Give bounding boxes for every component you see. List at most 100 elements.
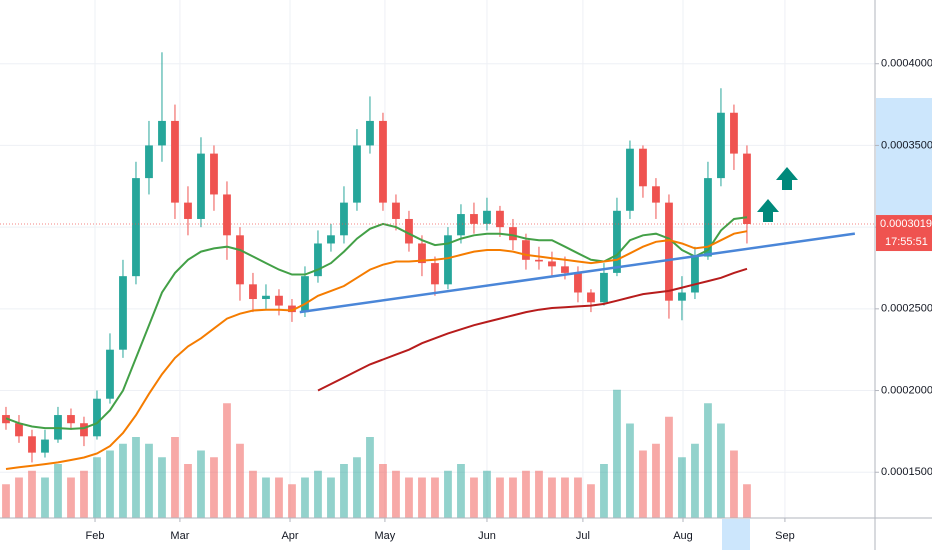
volume-bar: [340, 464, 348, 518]
volume: [2, 389, 751, 518]
volume-bar: [561, 477, 569, 518]
candle-body: [743, 153, 751, 225]
volume-bar: [15, 477, 23, 518]
volume-bar: [730, 450, 738, 518]
candle-body: [236, 235, 244, 285]
candle-body: [145, 145, 153, 179]
candle-body: [171, 120, 179, 203]
x-tick-label: Sep: [775, 530, 795, 542]
last-price-box: [876, 215, 932, 252]
moving-average: [5, 216, 748, 430]
volume-bar: [249, 470, 257, 518]
volume-bar: [106, 450, 114, 518]
volume-bar: [535, 470, 543, 518]
candle-body: [600, 272, 608, 303]
candle-body: [561, 266, 569, 273]
x-tick-label: Jul: [576, 530, 590, 542]
candle-body: [340, 202, 348, 236]
candle-body: [197, 153, 205, 219]
volume-bar: [145, 443, 153, 518]
candle-body: [288, 305, 296, 313]
volume-bar: [743, 484, 751, 518]
candle-body: [275, 295, 283, 306]
candle-body: [444, 235, 452, 285]
volume-bar: [353, 457, 361, 518]
volume-bar: [288, 484, 296, 518]
volume-bar: [613, 389, 621, 518]
volume-bar: [587, 484, 595, 518]
x-tick-label: Mar: [170, 530, 189, 542]
candle-body: [405, 218, 413, 244]
volume-bar: [314, 470, 322, 518]
indicators: [0, 216, 875, 470]
candle-body: [574, 272, 582, 293]
y-tick-label: 0.0001500: [881, 466, 932, 478]
grid: [0, 0, 875, 518]
up-arrow: [757, 199, 779, 222]
up-arrow: [776, 167, 798, 190]
y-tick-label: 0.0002000: [881, 384, 932, 396]
candle-body: [509, 227, 517, 241]
axes: 0.00015000.00020000.00025000.00030000.00…: [86, 58, 932, 542]
candle-body: [639, 148, 647, 187]
candle-body: [184, 202, 192, 219]
volume-bar: [548, 477, 556, 518]
volume-bar: [41, 477, 49, 518]
x-tick-label: Feb: [86, 530, 105, 542]
candles: [2, 52, 751, 463]
volume-bar: [496, 477, 504, 518]
candle-body: [353, 145, 361, 203]
candle-body: [626, 148, 634, 211]
candle-body: [418, 243, 426, 264]
volume-bar: [444, 470, 452, 518]
volume-bar: [93, 457, 101, 518]
volume-bar: [236, 443, 244, 518]
moving-average: [5, 230, 748, 470]
y-tick-label: 0.0003500: [881, 139, 932, 151]
candle-body: [210, 153, 218, 195]
trendline: [299, 232, 856, 314]
candle-body: [262, 295, 270, 300]
volume-bar: [379, 464, 387, 518]
volume-bar: [392, 470, 400, 518]
candle-body: [587, 292, 595, 303]
volume-bar: [54, 464, 62, 518]
candle-body: [301, 276, 309, 313]
volume-bar: [132, 437, 140, 518]
candle-body: [327, 235, 335, 244]
volume-bar: [457, 464, 465, 518]
x-tick-label: Aug: [673, 530, 693, 542]
volume-bar: [665, 416, 673, 518]
candle-body: [379, 120, 387, 203]
y-tick-label: 0.0002500: [881, 303, 932, 315]
volume-bar: [678, 457, 686, 518]
x-tick-label: Apr: [281, 530, 298, 542]
last-price-label: 0.0003019: [880, 218, 932, 230]
volume-bar: [522, 470, 530, 518]
candle-body: [106, 349, 114, 399]
volume-bar: [574, 477, 582, 518]
x-tick-label: Jun: [478, 530, 496, 542]
candle-body: [522, 240, 530, 260]
candle-body: [41, 439, 49, 453]
volume-bar: [600, 464, 608, 518]
volume-bar: [275, 477, 283, 518]
volume-bar: [158, 457, 166, 518]
volume-bar: [626, 423, 634, 518]
candle-body: [496, 210, 504, 228]
moving-average: [317, 267, 748, 392]
volume-bar: [418, 477, 426, 518]
candle-body: [457, 214, 465, 236]
volume-bar: [470, 477, 478, 518]
volume-bar: [704, 403, 712, 518]
candle-body: [366, 120, 374, 146]
candle-body: [15, 423, 23, 437]
y-tick-label: 0.0004000: [881, 58, 932, 70]
countdown-label: 17:55:51: [885, 236, 928, 248]
candle-body: [158, 120, 166, 146]
candle-body: [730, 112, 738, 154]
volume-bar: [327, 477, 335, 518]
candle-body: [223, 194, 231, 236]
volume-bar: [171, 437, 179, 518]
candle-body: [249, 284, 257, 300]
